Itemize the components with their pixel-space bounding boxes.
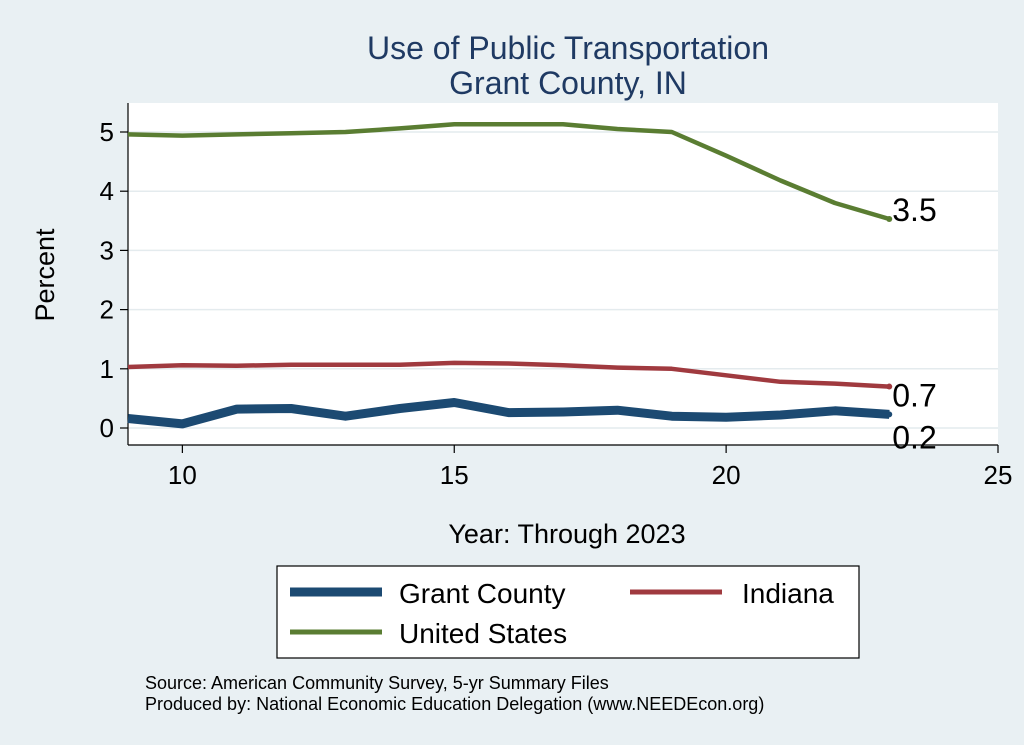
x-tick-label: 15 <box>440 460 469 490</box>
chart-title: Use of Public Transportation Grant Count… <box>367 30 769 101</box>
end-labels: 0.2 0.7 3.5 <box>892 192 936 455</box>
series-line-indiana <box>127 360 890 389</box>
y-tick-label: 0 <box>100 413 114 443</box>
end-point-grant-county <box>886 411 893 418</box>
legend-label-indiana: Indiana <box>742 578 834 609</box>
end-label-united-states: 3.5 <box>892 192 936 228</box>
series-lines <box>127 122 893 429</box>
producer-note: Produced by: National Economic Education… <box>145 694 764 714</box>
x-tick-label: 10 <box>168 460 197 490</box>
source-note: Source: American Community Survey, 5-yr … <box>145 673 609 693</box>
plot-region <box>128 103 998 445</box>
x-tick-label: 25 <box>984 460 1013 490</box>
chart-title-line-2: Grant County, IN <box>449 65 687 101</box>
y-tick-label: 3 <box>100 235 114 265</box>
end-point-united-states <box>886 216 893 223</box>
x-tick-label: 20 <box>712 460 741 490</box>
legend-label-grant-county: Grant County <box>399 578 566 609</box>
axes: 0 1 2 3 4 5 10 15 20 25 <box>100 103 1013 490</box>
legend: Grant County Indiana United States <box>276 565 860 659</box>
end-label-grant-county: 0.2 <box>892 419 936 455</box>
y-axis-title: Percent <box>30 228 60 322</box>
chart-title-line-1: Use of Public Transportation <box>367 30 769 66</box>
y-tick-label: 2 <box>100 295 114 325</box>
legend-box <box>276 565 860 659</box>
end-point-indiana <box>886 383 893 390</box>
legend-label-united-states: United States <box>399 618 567 649</box>
y-tick-label: 5 <box>100 117 114 147</box>
end-label-indiana: 0.7 <box>892 378 936 414</box>
series-line-united-states <box>127 122 890 222</box>
x-axis-title: Year: Through 2023 <box>448 519 685 549</box>
series-line-grant-county <box>127 398 890 429</box>
y-tick-label: 4 <box>100 176 114 206</box>
y-tick-label: 1 <box>100 354 114 384</box>
